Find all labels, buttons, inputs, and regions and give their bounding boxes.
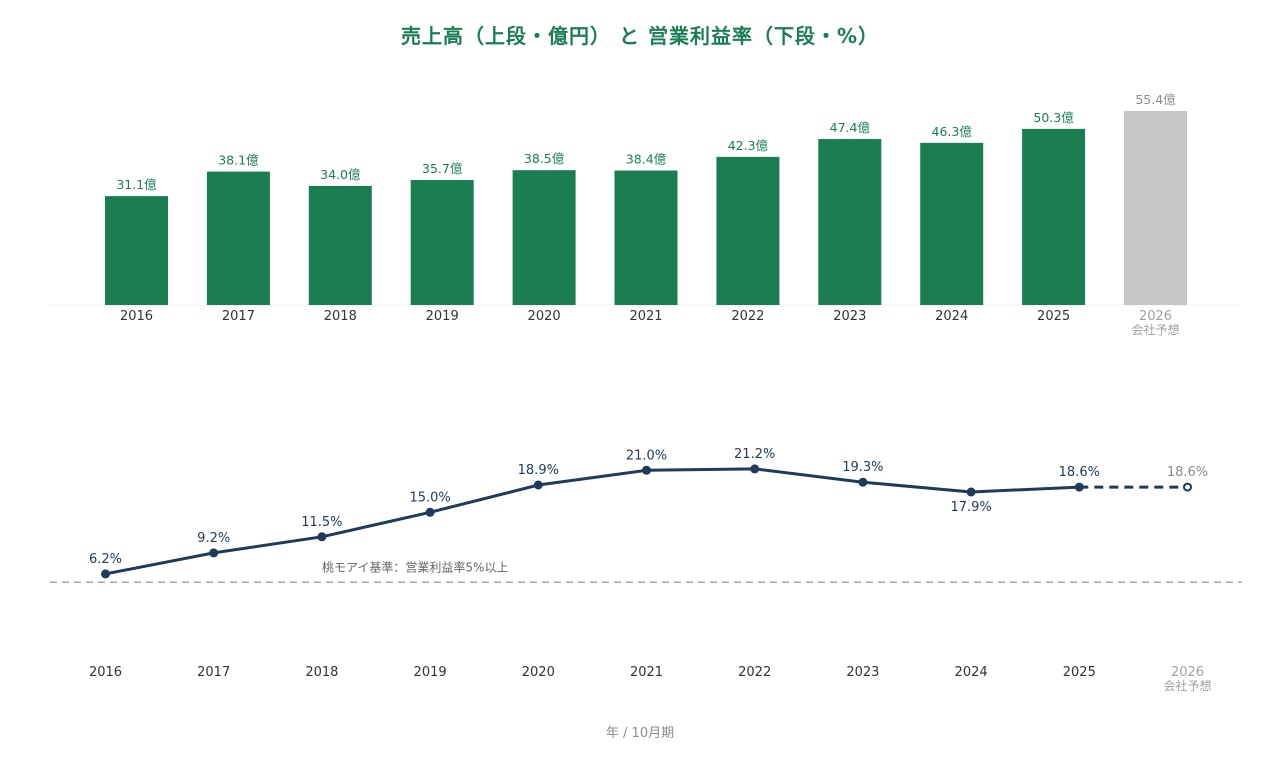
line-x-tick-label: 2023 (846, 665, 879, 680)
line-x-tick-sublabel: 会社予想 (1163, 678, 1211, 693)
bar-2024 (920, 142, 984, 305)
margin-value-label: 19.3% (842, 460, 883, 475)
bar-x-tick-label: 2022 (731, 309, 764, 324)
bar-x-tick-label: 2023 (833, 309, 866, 324)
bar-value-label: 38.1億 (218, 153, 259, 168)
line-x-tick-label: 2021 (630, 665, 663, 680)
line-x-tick-label: 2025 (1063, 665, 1096, 680)
margin-point-2017 (209, 548, 219, 558)
bar-2019 (410, 179, 474, 305)
margin-point-2021 (642, 465, 651, 475)
bar-x-tick-label: 2021 (629, 309, 662, 324)
bar-x-tick-label: 2020 (528, 309, 561, 324)
margin-value-label: 6.2% (89, 552, 122, 567)
line-x-tick-label: 2024 (955, 665, 988, 680)
line-x-tick-label: 2026 (1171, 665, 1204, 680)
bar-2020 (512, 170, 576, 305)
bar-2017 (206, 171, 270, 305)
bar-x-tick-label: 2025 (1037, 309, 1070, 324)
line-x-tick-label: 2020 (522, 665, 555, 680)
bar-2026 (1124, 111, 1187, 305)
margin-value-label: 15.0% (409, 490, 450, 505)
bar-2022 (716, 156, 780, 305)
bar-value-label: 46.3億 (932, 124, 973, 139)
bar-x-tick-label: 2019 (426, 309, 459, 324)
bar-value-label: 55.4億 (1135, 92, 1176, 107)
chart-title: 売上高（上段・億円） と 営業利益率（下段・%） (401, 24, 879, 48)
bar-x-tick-label: 2016 (120, 309, 153, 324)
bar-x-tick-label: 2018 (324, 309, 357, 324)
margin-value-label: 21.2% (734, 447, 775, 462)
margin-point-2016 (101, 569, 110, 579)
margin-value-label: 18.9% (518, 463, 559, 478)
bar-value-label: 35.7億 (422, 161, 463, 176)
margin-value-label: 11.5% (301, 515, 342, 530)
bar-2025 (1022, 128, 1086, 305)
margin-point-2025 (1074, 482, 1084, 492)
margin-point-2026 (1183, 482, 1192, 492)
bar-x-tick-label: 2017 (222, 309, 255, 324)
bar-2016 (105, 196, 168, 305)
bar-value-label: 42.3億 (728, 138, 769, 153)
x-axis-footer-label: 年 / 10月期 (605, 726, 675, 741)
bar-value-label: 31.1億 (116, 177, 157, 192)
bar-value-label: 47.4億 (830, 120, 871, 135)
bar-2021 (614, 170, 678, 305)
bar-value-label: 38.5億 (524, 151, 565, 166)
margin-point-2022 (750, 464, 760, 474)
bar-value-label: 50.3億 (1033, 110, 1074, 125)
margin-line (105, 467, 1080, 576)
line-x-tick-label: 2017 (197, 665, 230, 680)
margin-point-2023 (858, 477, 868, 487)
bar-value-label: 34.0億 (320, 167, 361, 182)
margin-value-label: 18.6% (1059, 465, 1100, 480)
bar-2023 (818, 139, 882, 305)
bar-x-tick-label: 2026 (1139, 309, 1172, 324)
bar-2018 (308, 185, 372, 305)
margin-value-label: 17.9% (950, 500, 991, 515)
margin-point-2018 (317, 532, 327, 542)
margin-point-2024 (966, 487, 976, 497)
bar-value-label: 38.4億 (626, 152, 667, 167)
margin-point-2019 (425, 507, 435, 517)
line-x-tick-label: 2018 (305, 665, 338, 680)
bar-x-tick-sublabel: 会社予想 (1131, 322, 1179, 337)
margin-point-2020 (533, 480, 543, 490)
line-x-tick-label: 2019 (414, 665, 447, 680)
benchmark-label: 桃モアイ基準：営業利益率5%以上 (322, 559, 508, 574)
margin-value-label: 9.2% (197, 531, 230, 546)
line-x-tick-label: 2022 (738, 665, 771, 680)
margin-value-label: 18.6% (1167, 465, 1208, 480)
line-x-tick-label: 2016 (89, 665, 122, 680)
margin-value-label: 21.0% (626, 448, 667, 463)
bar-x-tick-label: 2024 (935, 309, 968, 324)
